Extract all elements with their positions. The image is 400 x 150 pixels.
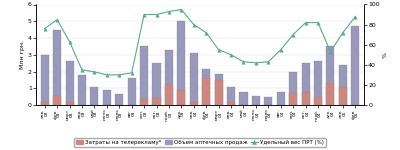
Y-axis label: %: %: [382, 52, 388, 58]
Bar: [78, 75, 86, 105]
Bar: [190, 102, 198, 105]
Bar: [339, 65, 347, 105]
Bar: [140, 46, 148, 105]
Bar: [53, 96, 61, 105]
Bar: [152, 63, 160, 105]
Bar: [302, 63, 310, 105]
Bar: [277, 92, 285, 105]
Bar: [66, 102, 74, 105]
Bar: [41, 102, 49, 105]
Bar: [264, 97, 272, 105]
Bar: [190, 53, 198, 105]
Bar: [90, 87, 98, 105]
Bar: [165, 84, 173, 105]
Bar: [289, 72, 297, 105]
Bar: [314, 97, 322, 105]
Bar: [339, 87, 347, 105]
Bar: [202, 69, 210, 105]
Bar: [152, 98, 160, 105]
Bar: [115, 94, 123, 105]
Bar: [177, 21, 186, 105]
Bar: [214, 80, 223, 105]
Bar: [128, 78, 136, 105]
Bar: [177, 90, 186, 105]
Bar: [351, 26, 359, 105]
Bar: [66, 61, 74, 105]
Bar: [227, 102, 235, 105]
Bar: [41, 55, 49, 105]
Bar: [289, 93, 297, 105]
Bar: [326, 46, 334, 105]
Bar: [252, 96, 260, 105]
Legend: Затраты на телерекламу*, Объем аптечных продаж, Удельный вес ПРТ (%): Затраты на телерекламу*, Объем аптечных …: [74, 138, 326, 147]
Bar: [314, 61, 322, 105]
Bar: [103, 90, 111, 105]
Bar: [53, 30, 61, 105]
Bar: [165, 50, 173, 105]
Y-axis label: Млн грн.: Млн грн.: [20, 40, 25, 69]
Bar: [140, 99, 148, 105]
Bar: [302, 92, 310, 105]
Bar: [326, 83, 334, 105]
Bar: [202, 78, 210, 105]
Bar: [240, 92, 248, 105]
Bar: [214, 74, 223, 105]
Bar: [227, 87, 235, 105]
